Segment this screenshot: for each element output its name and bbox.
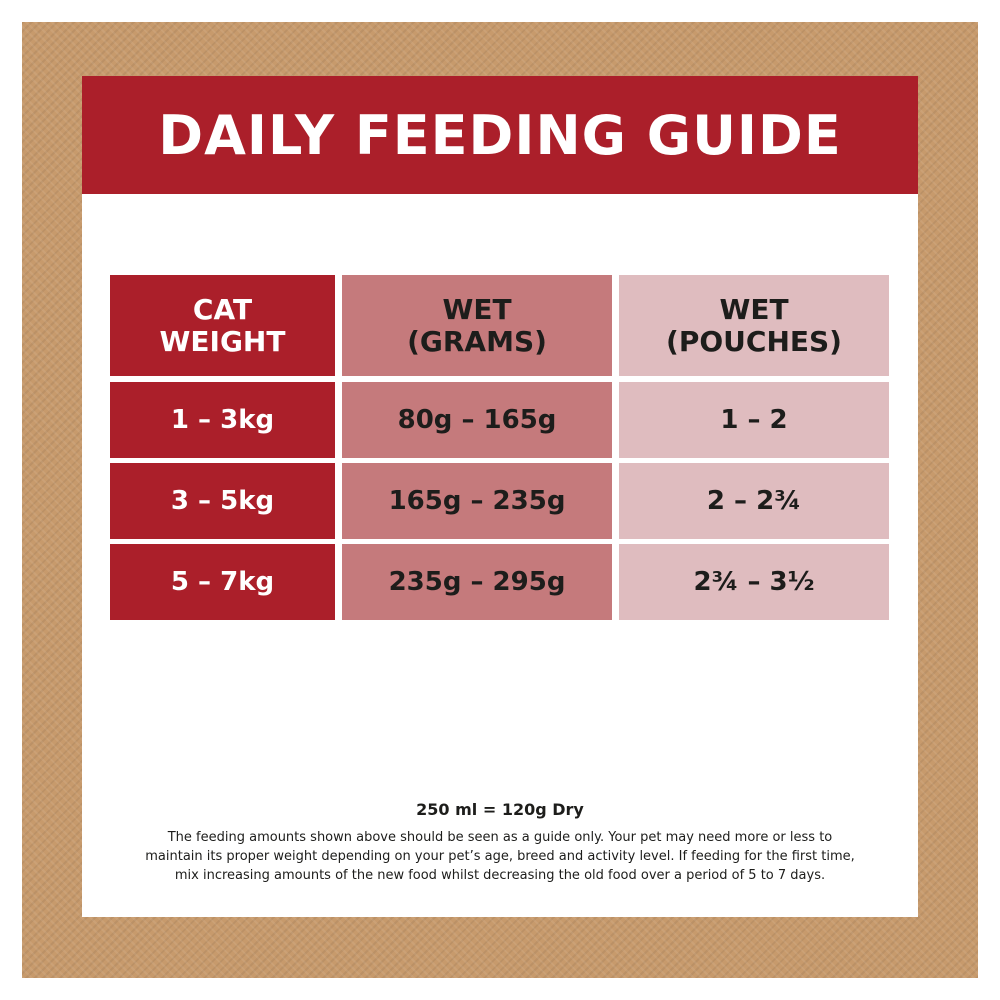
header-line: (GRAMS) — [407, 324, 547, 358]
cell-grams: 165g – 235g — [342, 463, 612, 539]
header-line: (POUCHES) — [666, 324, 842, 358]
header-line: WET — [442, 292, 512, 326]
disclaimer-line: The feeding amounts shown above should b… — [167, 830, 833, 845]
title-banner: DAILY FEEDING GUIDE — [82, 76, 918, 194]
header-line: WEIGHT — [159, 324, 286, 358]
feeding-disclaimer: The feeding amounts shown above should b… — [102, 828, 898, 885]
page-title: DAILY FEEDING GUIDE — [158, 103, 842, 167]
cell-grams: 235g – 295g — [342, 544, 612, 620]
disclaimer-line: mix increasing amounts of the new food w… — [174, 868, 826, 883]
header-line: CAT — [192, 292, 253, 326]
conversion-note: 250 ml = 120g Dry — [416, 800, 584, 819]
cell-pouches: 1 – 2 — [619, 382, 889, 458]
feeding-guide-card: DAILY FEEDING GUIDE CAT WEIGHT WET (GRAM… — [82, 76, 918, 917]
header-line: WET — [719, 292, 789, 326]
cell-grams: 80g – 165g — [342, 382, 612, 458]
cell-weight: 5 – 7kg — [110, 544, 335, 620]
cell-pouches: 2¾ – 3½ — [619, 544, 889, 620]
header-cat-weight: CAT WEIGHT — [110, 275, 335, 376]
cell-weight: 3 – 5kg — [110, 463, 335, 539]
header-wet-pouches: WET (POUCHES) — [619, 275, 889, 376]
header-wet-grams: WET (GRAMS) — [342, 275, 612, 376]
cell-pouches: 2 – 2¾ — [619, 463, 889, 539]
cell-weight: 1 – 3kg — [110, 382, 335, 458]
disclaimer-line: maintain its proper weight depending on … — [145, 849, 855, 864]
